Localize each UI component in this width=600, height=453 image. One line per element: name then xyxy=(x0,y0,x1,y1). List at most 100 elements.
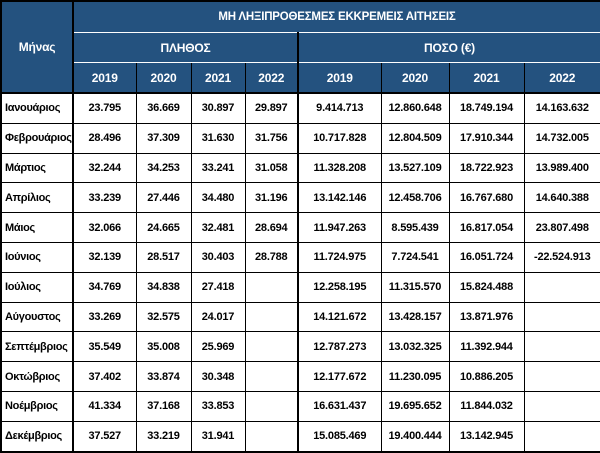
poso-cell: 15.085.469 xyxy=(297,420,382,453)
month-cell: Απρίλιος xyxy=(0,182,74,214)
poso-cell: 13.032.325 xyxy=(380,331,450,363)
poso-cell xyxy=(523,420,600,453)
month-cell: Ιούλιος xyxy=(0,271,74,303)
plithos-cell: 27.446 xyxy=(135,182,192,214)
plithos-cell: 31.196 xyxy=(244,182,299,214)
plithos-cell: 31.941 xyxy=(190,420,246,453)
plithos-cell: 29.897 xyxy=(244,92,299,124)
poso-cell: 8.595.439 xyxy=(380,212,450,243)
table-row: Νοέμβριος 41.334 37.168 33.853 16.631.43… xyxy=(0,390,600,422)
month-cell: Σεπτέμβριος xyxy=(0,331,74,363)
amount-group-header: ΠΟΣΟ (€) xyxy=(297,32,600,63)
plithos-cell xyxy=(244,361,299,392)
table-row: Οκτώβριος 37.402 33.874 30.348 12.177.67… xyxy=(0,361,600,392)
plithos-cell: 33.853 xyxy=(190,390,246,422)
table-row: Μάρτιος 32.244 34.253 33.241 31.058 11.3… xyxy=(0,152,600,184)
month-cell: Ιανουάριος xyxy=(0,92,74,124)
plithos-cell: 32.139 xyxy=(72,241,137,273)
plithos-cell: 31.756 xyxy=(244,122,299,154)
poso-cell: 18.749.194 xyxy=(448,92,525,124)
plithos-cell: 23.795 xyxy=(72,92,137,124)
plithos-cell xyxy=(244,331,299,363)
header-row-groups: ΠΛΗΘΟΣ ΠΟΣΟ (€) xyxy=(1,32,600,63)
header-row-years: 2019 2020 2021 2022 2019 2020 2021 2022 xyxy=(1,62,600,94)
header-row-title: Μήνας ΜΗ ΛΗΞΙΠΡΟΘΕΣΜΕΣ ΕΚΚΡΕΜΕΙΣ ΑΙΤΗΣΕΙ… xyxy=(1,1,600,94)
poso-cell: 19.695.652 xyxy=(380,390,450,422)
table-body: Ιανουάριος 23.795 36.669 30.897 29.897 9… xyxy=(0,92,600,453)
poso-cell: 14.163.632 xyxy=(523,92,600,124)
poso-cell: 23.807.498 xyxy=(523,212,600,243)
plithos-cell: 30.403 xyxy=(190,241,246,273)
plithos-cell: 37.527 xyxy=(72,420,137,453)
plithos-cell: 35.008 xyxy=(135,331,192,363)
poso-cell: 12.258.195 xyxy=(297,271,382,303)
plithos-cell: 28.517 xyxy=(135,241,192,273)
poso-cell: 11.392.944 xyxy=(448,331,525,363)
month-column-header: Μήνας xyxy=(1,1,74,94)
poso-cell xyxy=(523,331,600,363)
poso-cell: 13.871.976 xyxy=(448,301,525,333)
table-row: Αύγουστος 33.269 32.575 24.017 14.121.67… xyxy=(0,301,600,333)
plithos-cell: 31.630 xyxy=(190,122,246,154)
poso-cell: 17.910.344 xyxy=(448,122,525,154)
amount-year-2022: 2022 xyxy=(523,62,600,94)
amount-year-2020: 2020 xyxy=(380,62,450,94)
poso-cell: 11.328.208 xyxy=(297,152,382,184)
month-cell: Οκτώβριος xyxy=(0,361,74,392)
plithos-cell: 28.694 xyxy=(244,212,299,243)
plithos-cell xyxy=(244,301,299,333)
plithos-cell: 33.239 xyxy=(72,182,137,214)
table-row: Φεβρουάριος 28.496 37.309 31.630 31.756 … xyxy=(0,122,600,154)
poso-cell: 16.631.437 xyxy=(297,390,382,422)
plithos-cell: 27.418 xyxy=(190,271,246,303)
poso-cell: 13.989.400 xyxy=(523,152,600,184)
poso-cell: 13.428.157 xyxy=(380,301,450,333)
plithos-cell: 32.244 xyxy=(72,152,137,184)
poso-cell: 14.640.388 xyxy=(523,182,600,214)
plithos-cell: 32.575 xyxy=(135,301,192,333)
month-cell: Μάιος xyxy=(0,212,74,243)
plithos-cell: 35.549 xyxy=(72,331,137,363)
poso-cell: 16.051.724 xyxy=(448,241,525,273)
plithos-cell: 37.168 xyxy=(135,390,192,422)
poso-cell: -22.524.913 xyxy=(523,241,600,273)
amount-year-2021: 2021 xyxy=(448,62,525,94)
plithos-cell: 37.309 xyxy=(135,122,192,154)
plithos-cell: 32.066 xyxy=(72,212,137,243)
table-row: Σεπτέμβριος 35.549 35.008 25.969 12.787.… xyxy=(0,331,600,363)
poso-cell: 10.717.828 xyxy=(297,122,382,154)
plithos-cell: 33.219 xyxy=(135,420,192,453)
plithos-cell: 32.481 xyxy=(190,212,246,243)
plithos-cell: 34.769 xyxy=(72,271,137,303)
poso-cell: 7.724.541 xyxy=(380,241,450,273)
poso-cell: 14.121.672 xyxy=(297,301,382,333)
count-year-2019: 2019 xyxy=(72,62,137,94)
plithos-cell: 34.480 xyxy=(190,182,246,214)
poso-cell: 9.414.713 xyxy=(297,92,382,124)
month-cell: Ιούνιος xyxy=(0,241,74,273)
plithos-cell: 41.334 xyxy=(72,390,137,422)
poso-cell: 12.860.648 xyxy=(380,92,450,124)
plithos-cell: 30.897 xyxy=(190,92,246,124)
plithos-cell: 34.838 xyxy=(135,271,192,303)
table-row: Απρίλιος 33.239 27.446 34.480 31.196 13.… xyxy=(0,182,600,214)
table-row: Δεκέμβριος 37.527 33.219 31.941 15.085.4… xyxy=(0,420,600,453)
month-cell: Δεκέμβριος xyxy=(0,420,74,453)
plithos-cell xyxy=(244,271,299,303)
count-year-2020: 2020 xyxy=(135,62,192,94)
poso-cell: 13.527.109 xyxy=(380,152,450,184)
month-cell: Νοέμβριος xyxy=(0,390,74,422)
poso-cell xyxy=(523,301,600,333)
poso-cell: 11.230.095 xyxy=(380,361,450,392)
poso-cell: 12.804.509 xyxy=(380,122,450,154)
plithos-cell: 25.969 xyxy=(190,331,246,363)
amount-year-2019: 2019 xyxy=(297,62,382,94)
plithos-cell: 33.269 xyxy=(72,301,137,333)
plithos-cell xyxy=(244,420,299,453)
table-header: Μήνας ΜΗ ΛΗΞΙΠΡΟΘΕΣΜΕΣ ΕΚΚΡΕΜΕΙΣ ΑΙΤΗΣΕΙ… xyxy=(1,1,600,94)
count-year-2021: 2021 xyxy=(190,62,246,94)
poso-cell: 16.817.054 xyxy=(448,212,525,243)
plithos-cell: 28.496 xyxy=(72,122,137,154)
plithos-cell: 24.665 xyxy=(135,212,192,243)
